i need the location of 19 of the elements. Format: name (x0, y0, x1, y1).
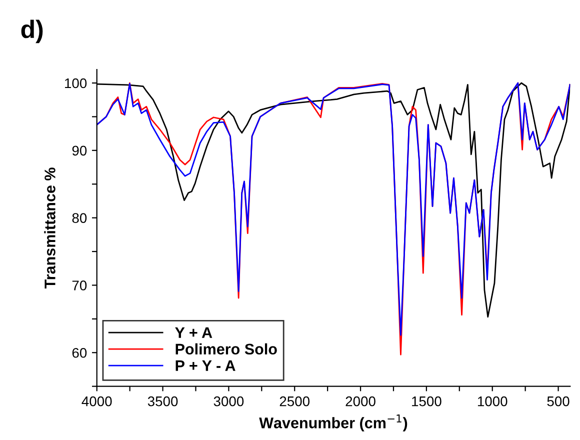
x-tick-label: 3000 (214, 396, 244, 406)
x-tick-label: 500 (547, 396, 570, 406)
y-tick-label: 90 (72, 146, 87, 156)
y-tick-label: 70 (72, 280, 87, 290)
x-tick-label: 2500 (280, 396, 310, 406)
y-tick-label: 60 (72, 348, 87, 358)
x-axis-title: Wavenumber (cm$^{−1}$) (259, 414, 408, 432)
x-tick-label: 4000 (82, 396, 112, 406)
x-tick-label: 3500 (148, 396, 178, 406)
legend-label: P + Y - A (176, 360, 236, 371)
x-tick-label: 1000 (478, 396, 508, 406)
legend-label: Y + A (175, 327, 212, 338)
y-tick-label: 80 (72, 213, 87, 223)
chart-title: d) (21, 20, 43, 44)
y-axis-title: Transmittance % (44, 168, 56, 288)
x-tick-label: 1500 (412, 396, 442, 406)
y-tick-label: 100 (65, 78, 87, 88)
x-tick-label: 2000 (346, 396, 376, 406)
legend-label: Polimero Solo (176, 343, 277, 355)
